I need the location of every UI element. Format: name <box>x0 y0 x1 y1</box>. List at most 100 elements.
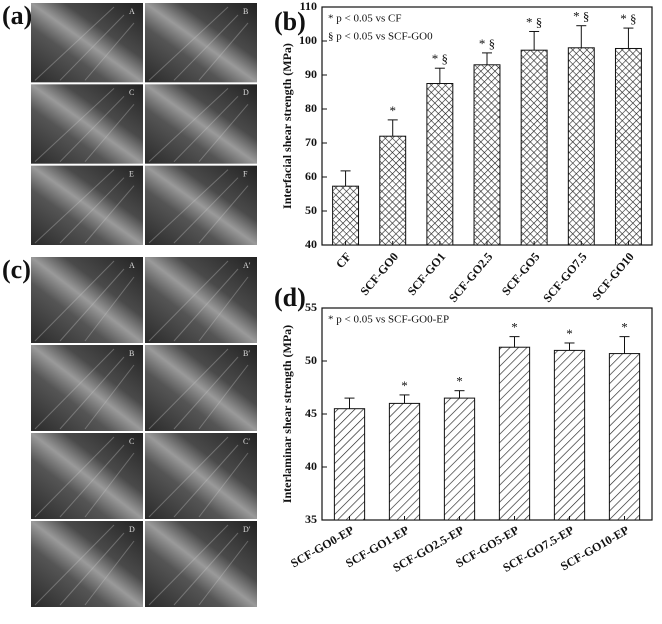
bar <box>608 353 641 521</box>
y-tick-label: 35 <box>305 512 317 526</box>
fiber-streak <box>173 14 239 81</box>
x-tick-label: SCF-GO7.5 <box>540 250 590 305</box>
sem-image <box>31 257 143 343</box>
annotation: § p < 0.05 vs SCF-GO0 <box>328 31 433 43</box>
fiber-streak <box>148 169 229 244</box>
sem-image <box>145 257 257 343</box>
fiber-streak <box>59 95 125 163</box>
fiber-streak <box>59 356 125 430</box>
bar <box>333 408 366 521</box>
y-tick-label: 90 <box>305 67 317 81</box>
fiber-streak <box>34 524 115 606</box>
fiber-streak <box>84 185 135 244</box>
x-tick-label: SCF-GO0 <box>357 250 401 298</box>
fiber-streak <box>34 260 115 342</box>
fiber-streak <box>148 348 229 430</box>
y-tick-label: 40 <box>305 459 317 473</box>
image-sublabel: A′ <box>243 261 251 270</box>
sem-image <box>31 345 143 431</box>
significance-marker: * <box>566 326 573 341</box>
sem-image <box>31 84 143 164</box>
fiber-streak <box>148 6 229 81</box>
fiber-streak <box>84 22 135 81</box>
sem-image <box>145 433 257 519</box>
bar <box>567 47 595 246</box>
sem-image <box>31 521 143 607</box>
image-sublabel: D′ <box>243 525 251 534</box>
y-tick-label: 40 <box>305 237 317 251</box>
significance-marker: * <box>389 103 396 118</box>
fiber-streak <box>148 524 229 606</box>
fiber-streak <box>34 87 115 163</box>
significance-marker: * <box>511 320 518 335</box>
y-tick-label: 110 <box>300 0 317 13</box>
sem-image <box>31 165 143 245</box>
bar <box>520 49 548 246</box>
x-tick-label: SCF-GO10 <box>589 250 637 303</box>
fiber-streak <box>173 532 239 606</box>
fiber-streak <box>59 268 125 342</box>
fiber-streak <box>34 169 115 244</box>
bar <box>379 135 407 246</box>
annotation: * p < 0.05 vs CF <box>328 13 401 25</box>
bar <box>498 346 531 521</box>
significance-marker: * <box>621 320 628 335</box>
plot-frame <box>321 307 653 521</box>
sem-image <box>145 521 257 607</box>
annotation: * p < 0.05 vs SCF-GO0-EP <box>328 314 449 326</box>
bar <box>614 47 642 246</box>
fiber-streak <box>84 540 135 606</box>
y-tick-label: 45 <box>305 406 317 420</box>
fiber-streak <box>173 95 239 163</box>
significance-marker: * § <box>479 36 495 51</box>
image-sublabel: D <box>129 525 135 534</box>
y-axis-label: Interlaminar shear strength (MPa) <box>280 325 294 503</box>
x-tick-label: SCF-GO1 <box>405 250 449 298</box>
fiber-streak <box>148 436 229 518</box>
sem-image <box>31 433 143 519</box>
image-sublabel: B′ <box>243 349 250 358</box>
panel-label: (b) <box>274 7 306 36</box>
fiber-streak <box>173 356 239 430</box>
y-tick-label: 55 <box>305 300 317 314</box>
fiber-streak <box>198 540 249 606</box>
fiber-streak <box>173 177 239 244</box>
bar <box>332 185 360 246</box>
significance-marker: * § <box>432 51 448 66</box>
y-tick-label: 100 <box>299 33 317 47</box>
y-axis-label: Interfacial shear strength (MPa) <box>280 43 294 209</box>
fiber-streak <box>84 452 135 518</box>
bar <box>443 397 476 521</box>
image-sublabel: B <box>243 7 248 16</box>
fiber-streak <box>34 436 115 518</box>
bar <box>553 349 586 521</box>
panel-label: (c) <box>2 255 31 284</box>
panel-label: (d) <box>274 283 306 312</box>
fiber-streak <box>173 444 239 518</box>
sem-image <box>145 345 257 431</box>
significance-marker: * <box>456 374 463 389</box>
significance-marker: * § <box>526 14 542 29</box>
fiber-streak <box>198 452 249 518</box>
y-tick-label: 80 <box>305 101 317 115</box>
sem-image <box>31 3 143 83</box>
fiber-streak <box>59 444 125 518</box>
y-tick-label: 60 <box>305 169 317 183</box>
fiber-streak <box>198 22 249 81</box>
image-sublabel: C <box>129 437 134 446</box>
sem-image <box>145 165 257 245</box>
fiber-streak <box>148 260 229 342</box>
bar <box>426 83 454 246</box>
y-tick-label: 70 <box>305 135 317 149</box>
image-sublabel: A <box>129 7 135 16</box>
bar <box>388 402 421 521</box>
image-sublabel: D <box>243 88 249 97</box>
fiber-streak <box>59 532 125 606</box>
x-tick-label: SCF-GO2.5 <box>446 250 496 305</box>
image-sublabel: E <box>129 169 134 178</box>
y-tick-label: 50 <box>305 353 317 367</box>
x-tick-label: SCF-GO5 <box>499 250 543 298</box>
sem-image <box>145 3 257 83</box>
image-sublabel: A <box>129 261 135 270</box>
fiber-streak <box>148 87 229 163</box>
